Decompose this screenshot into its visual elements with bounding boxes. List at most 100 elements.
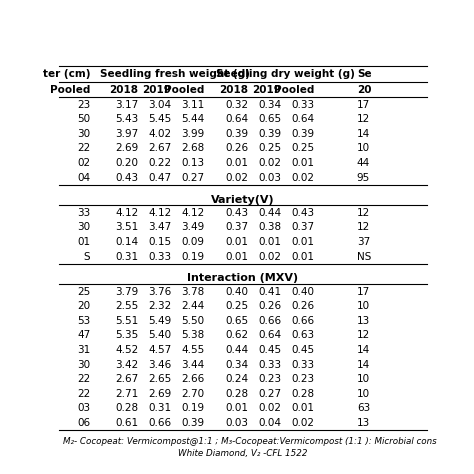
Text: 06: 06 xyxy=(77,418,91,428)
Text: Pooled: Pooled xyxy=(164,84,204,94)
Text: Pooled: Pooled xyxy=(50,84,91,94)
Text: 0.64: 0.64 xyxy=(225,114,248,124)
Text: 2018: 2018 xyxy=(219,84,248,94)
Text: 4.52: 4.52 xyxy=(115,345,138,355)
Text: 2.55: 2.55 xyxy=(115,301,138,311)
Text: 0.27: 0.27 xyxy=(181,173,204,182)
Text: 0.39: 0.39 xyxy=(225,129,248,139)
Text: 5.50: 5.50 xyxy=(181,316,204,326)
Text: 0.01: 0.01 xyxy=(292,237,315,247)
Text: 12: 12 xyxy=(357,208,370,218)
Text: 0.39: 0.39 xyxy=(258,129,282,139)
Text: Variety(V): Variety(V) xyxy=(211,195,275,205)
Text: 5.43: 5.43 xyxy=(115,114,138,124)
Text: ter (cm): ter (cm) xyxy=(43,69,91,79)
Text: 2.32: 2.32 xyxy=(148,301,171,311)
Text: 3.76: 3.76 xyxy=(148,287,171,297)
Text: 0.66: 0.66 xyxy=(148,418,171,428)
Text: 13: 13 xyxy=(357,418,370,428)
Text: 4.02: 4.02 xyxy=(148,129,171,139)
Text: 2.69: 2.69 xyxy=(115,144,138,154)
Text: 22: 22 xyxy=(77,144,91,154)
Text: 5.38: 5.38 xyxy=(181,330,204,340)
Text: 63: 63 xyxy=(357,403,370,413)
Text: 31: 31 xyxy=(77,345,91,355)
Text: 2.44: 2.44 xyxy=(181,301,204,311)
Text: 20: 20 xyxy=(357,84,371,94)
Text: 53: 53 xyxy=(77,316,91,326)
Text: Seedling fresh weight (g): Seedling fresh weight (g) xyxy=(100,69,250,79)
Text: 0.32: 0.32 xyxy=(225,100,248,109)
Text: 0.44: 0.44 xyxy=(258,208,282,218)
Text: 13: 13 xyxy=(357,316,370,326)
Text: 0.37: 0.37 xyxy=(292,222,315,232)
Text: 0.43: 0.43 xyxy=(225,208,248,218)
Text: 0.01: 0.01 xyxy=(292,403,315,413)
Text: 3.78: 3.78 xyxy=(181,287,204,297)
Text: 0.33: 0.33 xyxy=(292,100,315,109)
Text: White Diamond, V₂ -CFL 1522: White Diamond, V₂ -CFL 1522 xyxy=(178,449,308,458)
Text: 0.28: 0.28 xyxy=(115,403,138,413)
Text: 12: 12 xyxy=(357,114,370,124)
Text: 3.04: 3.04 xyxy=(148,100,171,109)
Text: 0.39: 0.39 xyxy=(292,129,315,139)
Text: 0.33: 0.33 xyxy=(148,252,171,262)
Text: 0.01: 0.01 xyxy=(258,237,282,247)
Text: 2019: 2019 xyxy=(253,84,282,94)
Text: 25: 25 xyxy=(77,287,91,297)
Text: 4.55: 4.55 xyxy=(181,345,204,355)
Text: 2.67: 2.67 xyxy=(148,144,171,154)
Text: 2.66: 2.66 xyxy=(181,374,204,384)
Text: 0.65: 0.65 xyxy=(225,316,248,326)
Text: 5.40: 5.40 xyxy=(148,330,171,340)
Text: 14: 14 xyxy=(357,345,370,355)
Text: 12: 12 xyxy=(357,222,370,232)
Text: 22: 22 xyxy=(77,374,91,384)
Text: 0.22: 0.22 xyxy=(148,158,171,168)
Text: 0.37: 0.37 xyxy=(225,222,248,232)
Text: 0.01: 0.01 xyxy=(226,403,248,413)
Text: 3.44: 3.44 xyxy=(181,360,204,370)
Text: 5.44: 5.44 xyxy=(181,114,204,124)
Text: 10: 10 xyxy=(357,374,370,384)
Text: 37: 37 xyxy=(357,237,370,247)
Text: 20: 20 xyxy=(77,301,91,311)
Text: 3.46: 3.46 xyxy=(148,360,171,370)
Text: 50: 50 xyxy=(77,114,91,124)
Text: 0.24: 0.24 xyxy=(225,374,248,384)
Text: 3.17: 3.17 xyxy=(115,100,138,109)
Text: 10: 10 xyxy=(357,301,370,311)
Text: 0.23: 0.23 xyxy=(258,374,282,384)
Text: 14: 14 xyxy=(357,360,370,370)
Text: 0.25: 0.25 xyxy=(258,144,282,154)
Text: 0.34: 0.34 xyxy=(258,100,282,109)
Text: 0.01: 0.01 xyxy=(292,252,315,262)
Text: 0.62: 0.62 xyxy=(225,330,248,340)
Text: 0.15: 0.15 xyxy=(148,237,171,247)
Text: 0.14: 0.14 xyxy=(115,237,138,247)
Text: 2.68: 2.68 xyxy=(181,144,204,154)
Text: 95: 95 xyxy=(357,173,370,182)
Text: 0.28: 0.28 xyxy=(225,389,248,399)
Text: 3.49: 3.49 xyxy=(181,222,204,232)
Text: 0.45: 0.45 xyxy=(258,345,282,355)
Text: 04: 04 xyxy=(77,173,91,182)
Text: 2018: 2018 xyxy=(109,84,138,94)
Text: 4.57: 4.57 xyxy=(148,345,171,355)
Text: 0.38: 0.38 xyxy=(258,222,282,232)
Text: 22: 22 xyxy=(77,389,91,399)
Text: 0.02: 0.02 xyxy=(226,173,248,182)
Text: 0.27: 0.27 xyxy=(258,389,282,399)
Text: NS: NS xyxy=(357,252,371,262)
Text: 3.79: 3.79 xyxy=(115,287,138,297)
Text: 2.67: 2.67 xyxy=(115,374,138,384)
Text: 0.04: 0.04 xyxy=(258,418,282,428)
Text: 0.02: 0.02 xyxy=(292,173,315,182)
Text: 0.23: 0.23 xyxy=(292,374,315,384)
Text: 0.39: 0.39 xyxy=(181,418,204,428)
Text: 0.26: 0.26 xyxy=(225,144,248,154)
Text: 17: 17 xyxy=(357,287,370,297)
Text: 5.35: 5.35 xyxy=(115,330,138,340)
Text: 4.12: 4.12 xyxy=(115,208,138,218)
Text: 0.33: 0.33 xyxy=(292,360,315,370)
